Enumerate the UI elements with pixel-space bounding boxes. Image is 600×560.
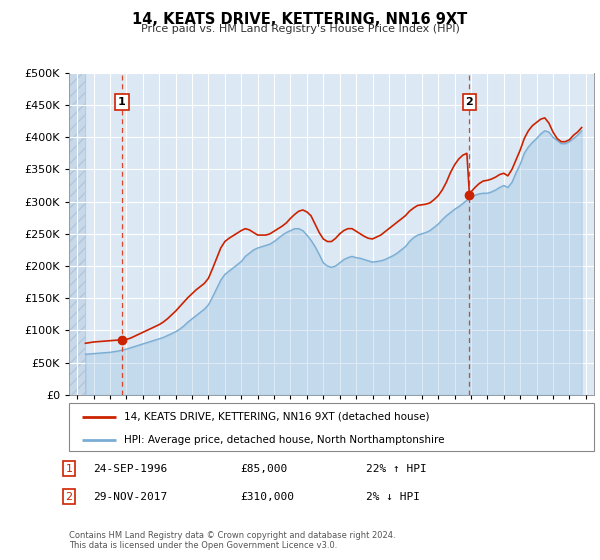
Text: 29-NOV-2017: 29-NOV-2017 — [93, 492, 167, 502]
FancyBboxPatch shape — [69, 403, 594, 451]
Text: Price paid vs. HM Land Registry's House Price Index (HPI): Price paid vs. HM Land Registry's House … — [140, 24, 460, 34]
Text: £85,000: £85,000 — [240, 464, 287, 474]
Text: £310,000: £310,000 — [240, 492, 294, 502]
Text: 14, KEATS DRIVE, KETTERING, NN16 9XT: 14, KEATS DRIVE, KETTERING, NN16 9XT — [133, 12, 467, 27]
Text: 14, KEATS DRIVE, KETTERING, NN16 9XT (detached house): 14, KEATS DRIVE, KETTERING, NN16 9XT (de… — [124, 412, 430, 422]
Text: 2: 2 — [466, 97, 473, 107]
Text: 2% ↓ HPI: 2% ↓ HPI — [366, 492, 420, 502]
Text: 1: 1 — [118, 97, 126, 107]
Text: 22% ↑ HPI: 22% ↑ HPI — [366, 464, 427, 474]
Text: 2: 2 — [65, 492, 73, 502]
Text: 1: 1 — [65, 464, 73, 474]
Text: Contains HM Land Registry data © Crown copyright and database right 2024.
This d: Contains HM Land Registry data © Crown c… — [69, 530, 395, 550]
Text: 24-SEP-1996: 24-SEP-1996 — [93, 464, 167, 474]
Text: HPI: Average price, detached house, North Northamptonshire: HPI: Average price, detached house, Nort… — [124, 435, 445, 445]
